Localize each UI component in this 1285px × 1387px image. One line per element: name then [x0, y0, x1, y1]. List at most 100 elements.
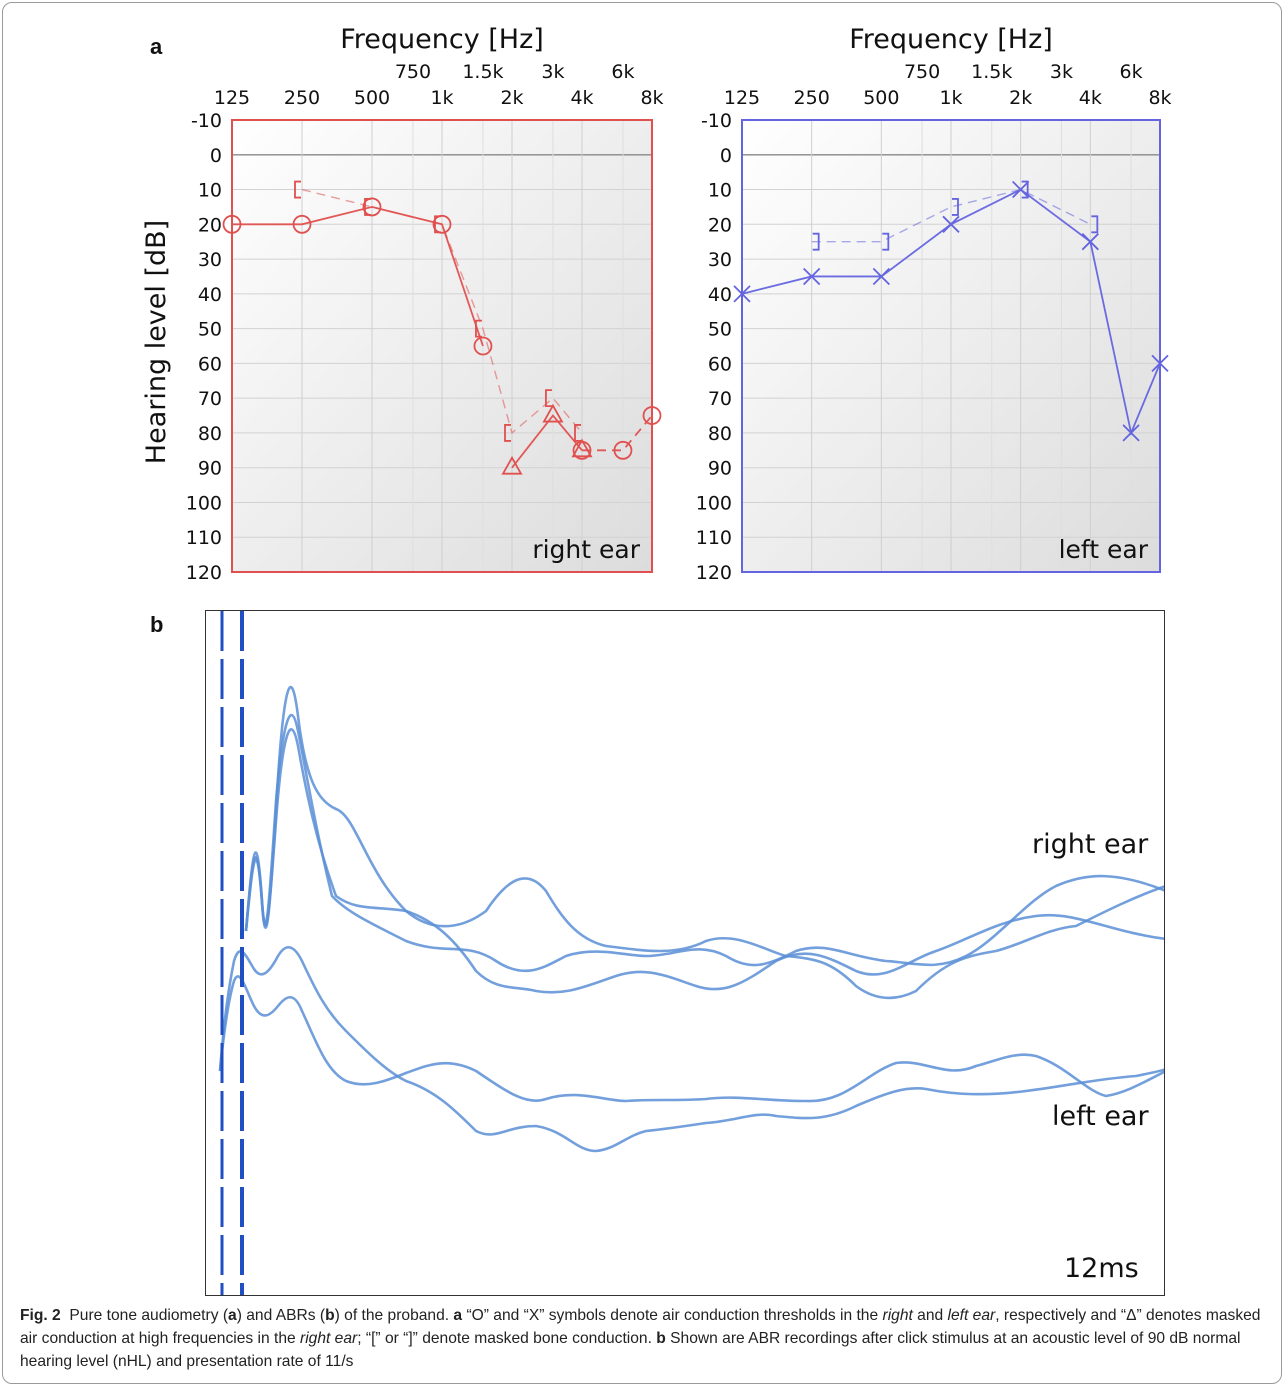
caption-italic: right — [882, 1307, 913, 1324]
marker-cross — [733, 285, 751, 303]
panel-label-a: a — [150, 34, 163, 59]
marker-bracket-left — [475, 319, 482, 338]
y-tick-label: 110 — [696, 527, 732, 549]
x-tick-label-minor: 3k — [1050, 61, 1073, 83]
marker-bracket-left — [504, 424, 511, 442]
caption-bold-a: a — [453, 1307, 463, 1324]
marker-bracket-left — [545, 389, 552, 408]
caption-text: Shown are ABR recordings after click sti… — [20, 1330, 1241, 1370]
ear-label: right ear — [532, 535, 640, 564]
marker-circle — [292, 214, 312, 234]
x-tick-label-minor: 1.5k — [462, 61, 503, 83]
y-tick-label: 90 — [708, 458, 732, 480]
y-tick-label: 70 — [198, 388, 222, 410]
x-tick-label-minor: 750 — [395, 61, 431, 83]
y-tick-label: 30 — [198, 249, 222, 271]
x-tick-label: 250 — [284, 87, 320, 109]
abr-waveforms — [218, 611, 1164, 1295]
caption-italic: left ear — [947, 1307, 996, 1324]
y-tick-label: 0 — [210, 145, 222, 167]
x-tick-label: 4k — [1079, 87, 1102, 109]
marker-bracket-left — [574, 424, 581, 442]
ear-label: left ear — [1059, 535, 1149, 564]
series-line — [301, 188, 583, 435]
series-line — [811, 188, 1091, 243]
marker-cross — [872, 267, 890, 286]
y-tick-label: 30 — [708, 249, 732, 271]
marker-circle — [362, 197, 382, 217]
y-tick-label: 20 — [198, 214, 222, 236]
marker-circle — [473, 336, 493, 356]
series-line — [232, 205, 484, 347]
marker-bracket-left — [434, 215, 441, 234]
marker-bracket-right — [1021, 180, 1029, 199]
y-tick-label: 40 — [708, 284, 732, 306]
plot-border — [231, 119, 653, 573]
marker-bracket-right — [952, 198, 959, 216]
x-tick-label-minor: 6k — [1120, 61, 1143, 83]
y-axis-label: Hearing level [dB] — [141, 220, 172, 464]
audiogram-left-ear: -10 0 10 20 30 40 50 60 70 80 90 100 110 120 125 250 500… — [696, 24, 1172, 584]
marker-circle — [432, 214, 452, 234]
y-tick-label: 10 — [708, 180, 732, 202]
x-tick-label-minor: 1.5k — [971, 61, 1012, 83]
abr-panel: right ear left ear 12ms — [205, 610, 1165, 1296]
x-tick-label-minor: 6k — [611, 61, 634, 83]
y-tick-label: 50 — [708, 319, 732, 341]
marker-cross — [1122, 424, 1140, 442]
panel-label-b: b — [150, 612, 164, 637]
x-tick-label: 8k — [640, 87, 663, 109]
marker-bracket-right — [812, 232, 820, 251]
y-tick-label: 40 — [198, 284, 222, 306]
abr-label-left-ear: left ear — [1052, 1101, 1149, 1132]
marker-circle — [222, 214, 242, 234]
x-tick-label: 8k — [1148, 87, 1171, 109]
marker-bracket-left — [294, 180, 301, 199]
abr-trace — [244, 714, 1164, 973]
x-tick-label-minor: 3k — [541, 61, 564, 83]
abr-trace — [218, 975, 1164, 1103]
series-line — [511, 414, 583, 469]
caption-bold-b: b — [656, 1330, 666, 1347]
caption-fig-label: Fig. 2 — [20, 1307, 61, 1324]
y-tick-label: 120 — [696, 562, 732, 584]
x-tick-label: 4k — [570, 87, 593, 109]
marker-bracket-right — [882, 232, 890, 251]
audiogram-charts: Hearing level [dB] -10 0 10 20 30 40 50 60 70 80 9… — [141, 24, 1172, 584]
caption-text: ) and ABRs ( — [236, 1307, 326, 1324]
y-tick-label: -10 — [191, 110, 222, 132]
marker-cross — [1151, 354, 1169, 373]
caption-text: , respectively and “Δ” denotes masked ai… — [20, 1307, 1261, 1347]
marker-circle — [642, 406, 662, 425]
marker-bracket-right — [1091, 215, 1099, 234]
caption-text: “O” and “X” symbols denote air conductio… — [462, 1307, 883, 1324]
marker-triangle — [571, 438, 593, 458]
chart-title: Frequency [Hz] — [340, 24, 544, 55]
y-tick-label: 60 — [708, 353, 732, 375]
x-tick-label: 500 — [863, 87, 899, 109]
y-tick-label: 100 — [186, 492, 222, 514]
y-tick-label: 60 — [198, 353, 222, 375]
caption-italic: right ear — [300, 1330, 358, 1347]
marker-cross — [1012, 180, 1030, 199]
y-tick-label: 90 — [198, 458, 222, 480]
x-tick-label: 125 — [214, 87, 250, 109]
caption-text: Pure tone audiometry ( — [69, 1307, 229, 1324]
caption-text: ; “[” or “]” denote masked bone conducti… — [357, 1330, 657, 1347]
y-tick-label: 120 — [186, 562, 222, 584]
x-tick-label: 1k — [939, 87, 962, 109]
y-tick-label: 110 — [186, 527, 222, 549]
x-tick-label-minor: 750 — [904, 61, 940, 83]
x-tick-label: 250 — [794, 87, 830, 109]
caption-text: and — [912, 1307, 948, 1324]
y-tick-label: 70 — [708, 388, 732, 410]
x-tick-label: 500 — [354, 87, 390, 109]
audiogram-right-ear: -10 0 10 20 30 40 50 60 70 80 90 100 110 120 125 250 500… — [186, 24, 664, 584]
x-tick-label: 125 — [724, 87, 760, 109]
marker-triangle — [542, 403, 564, 423]
y-tick-label: 80 — [708, 423, 732, 445]
chart-title: Frequency [Hz] — [849, 24, 1053, 55]
abr-trace — [244, 685, 1164, 1000]
y-tick-label: 80 — [198, 423, 222, 445]
